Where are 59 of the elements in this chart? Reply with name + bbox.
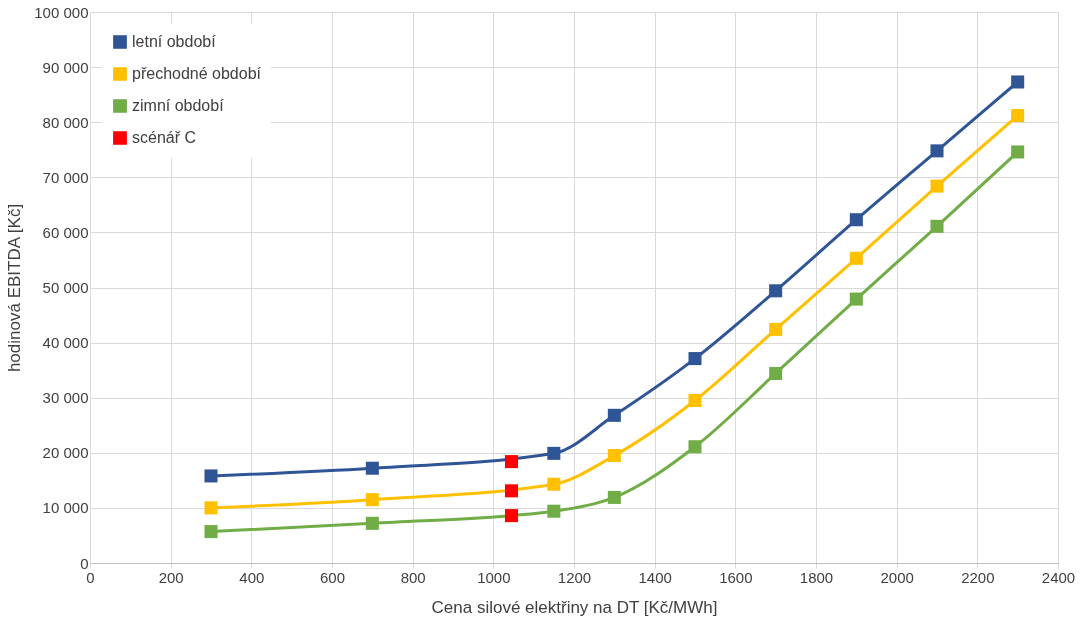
point (849, 292, 863, 306)
x-tick-label: 2400 (1041, 568, 1076, 586)
legend-label: letní období (132, 33, 217, 50)
x-tick-label: 1400 (638, 568, 672, 586)
y-tick-label: 100 000 (34, 3, 89, 21)
x-tick-label: 1200 (557, 568, 592, 586)
point (688, 393, 702, 407)
x-tick-label: 1000 (477, 568, 511, 586)
y-tick-label: 90 000 (42, 58, 89, 76)
point (930, 144, 944, 158)
point (204, 501, 218, 515)
point (849, 213, 863, 227)
point (769, 322, 783, 336)
y-tick-label: 10 000 (42, 499, 89, 517)
point (365, 516, 379, 530)
legend-label: přechodné období (132, 65, 262, 82)
legend-label: zimní období (132, 97, 225, 114)
point (547, 477, 561, 491)
point (607, 408, 621, 422)
point (1011, 145, 1025, 159)
point (688, 440, 702, 454)
point (1011, 109, 1025, 123)
y-tick-label: 50 000 (42, 279, 89, 296)
point (930, 179, 944, 193)
x-tick-label: 1600 (719, 568, 753, 586)
point (365, 493, 379, 507)
point (769, 284, 783, 298)
point (688, 352, 702, 366)
point (504, 509, 518, 523)
point (504, 484, 518, 498)
point (504, 455, 518, 469)
point (849, 251, 863, 265)
x-tick-label: 2200 (961, 568, 995, 586)
y-tick-label: 70 000 (42, 168, 89, 186)
y-tick-label: 0 (80, 554, 89, 572)
point (547, 446, 561, 460)
point (930, 219, 944, 233)
x-tick-label: 200 (158, 568, 184, 586)
y-tick-label: 30 000 (42, 389, 89, 407)
x-tick-label: 1800 (799, 568, 834, 586)
x-tick-label: 600 (319, 568, 346, 586)
point (204, 469, 218, 483)
point (607, 490, 621, 504)
x-axis-title: Cena silové elektřiny na DT [Kč/MWh] (431, 597, 718, 617)
point (607, 449, 621, 463)
x-tick-label: 800 (400, 568, 426, 586)
point (769, 366, 783, 380)
point (547, 504, 561, 518)
y-tick-label: 20 000 (42, 444, 89, 462)
y-tick-label: 40 000 (42, 334, 89, 352)
point (365, 461, 379, 475)
y-tick-label: 60 000 (42, 223, 89, 241)
y-tick-label: 80 000 (42, 113, 89, 131)
x-tick-label: 2000 (880, 568, 914, 586)
y-axis-title: hodinová EBITDA [Kč] (5, 203, 25, 373)
legend-label: scénář C (132, 129, 197, 146)
x-tick-label: 400 (239, 568, 265, 586)
point (204, 525, 218, 539)
point (1011, 75, 1025, 89)
